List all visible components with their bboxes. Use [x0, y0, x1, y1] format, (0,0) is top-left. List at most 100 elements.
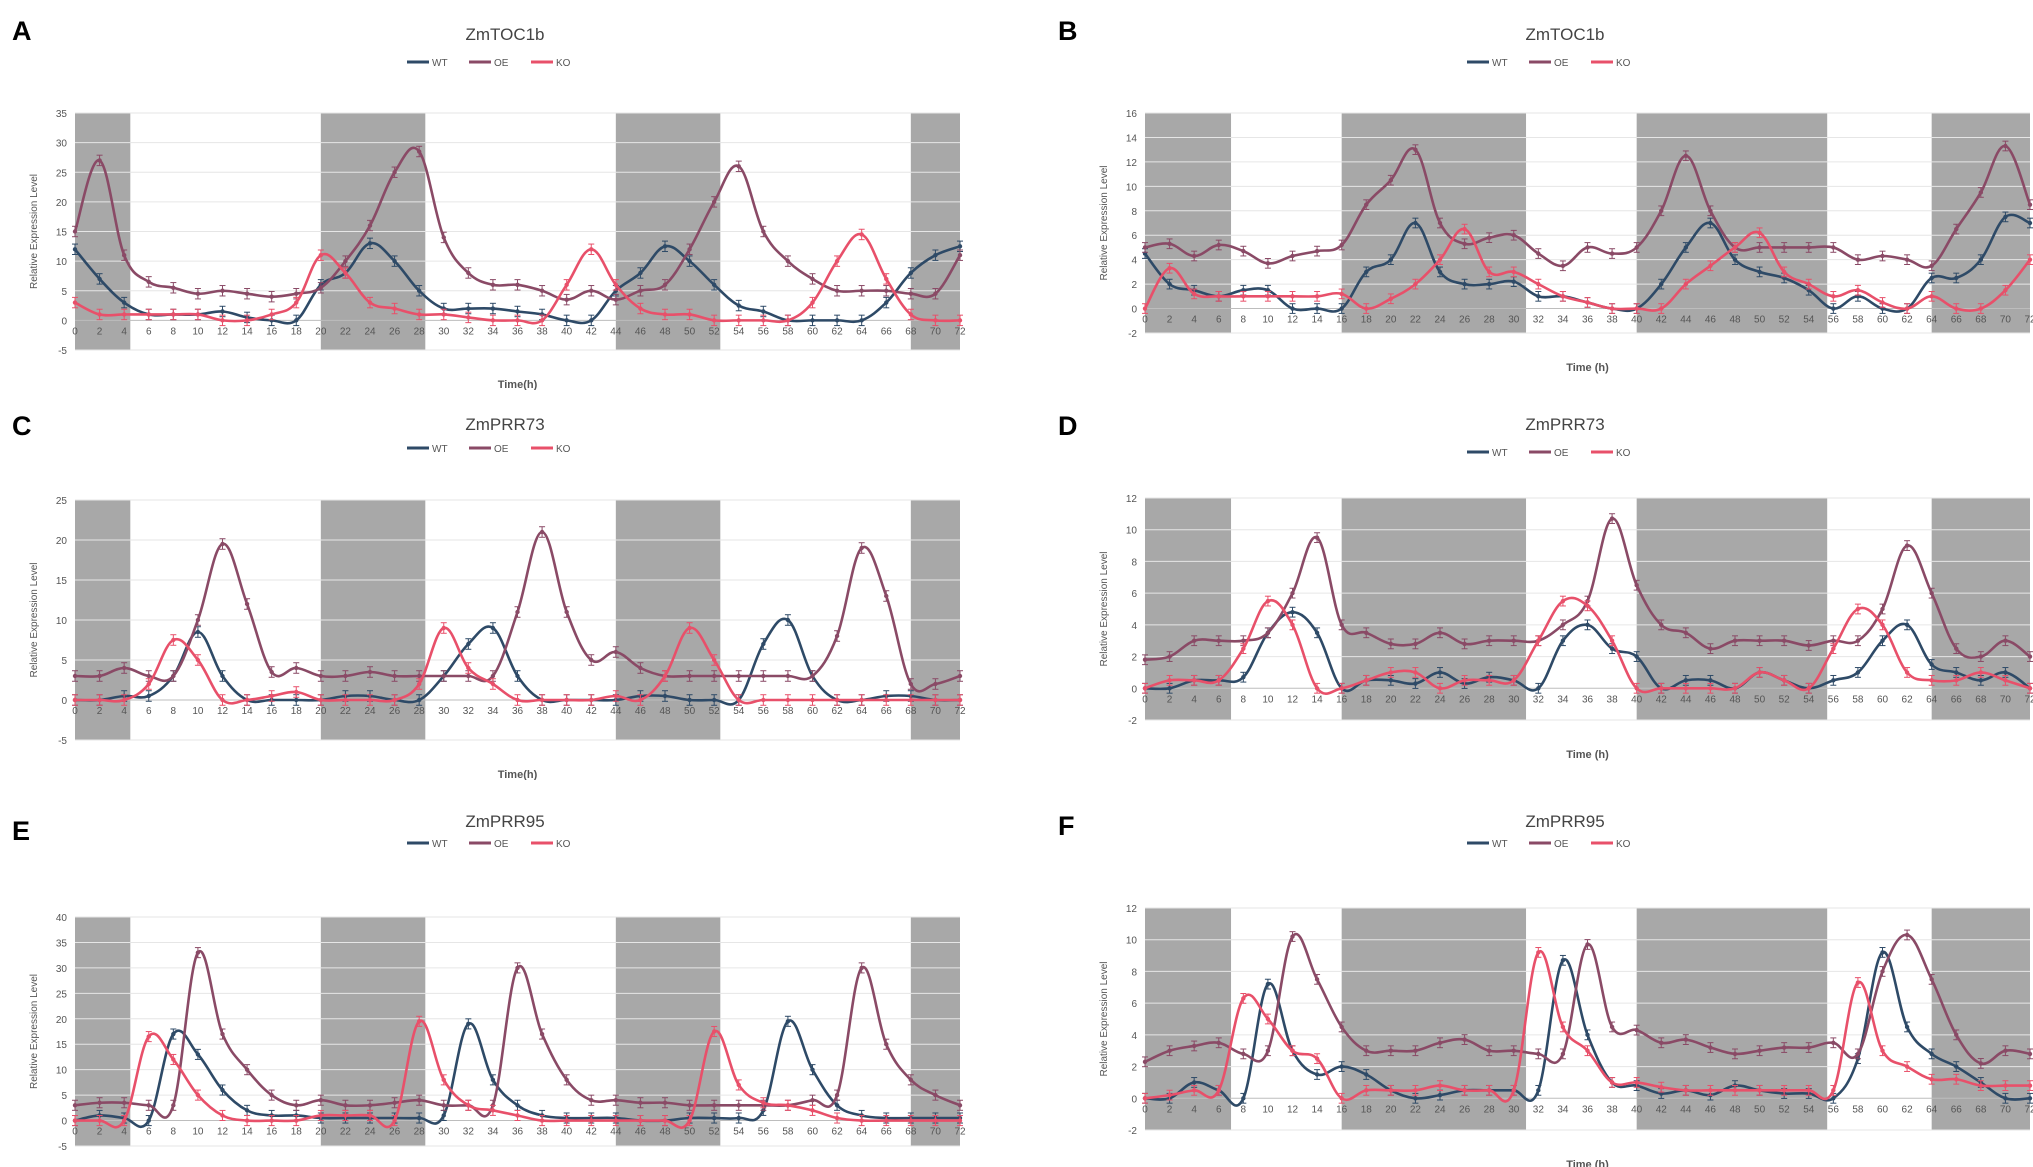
- x-tick-label: 24: [1434, 694, 1446, 705]
- x-tick-label: 50: [1754, 1104, 1766, 1115]
- data-point: [1437, 257, 1443, 262]
- y-tick-label: 12: [1126, 494, 1138, 505]
- data-point: [1757, 1048, 1762, 1053]
- data-point: [1585, 1048, 1590, 1053]
- x-tick-label: 64: [856, 706, 868, 717]
- data-point: [146, 279, 151, 285]
- data-point: [957, 1103, 963, 1108]
- series-points-ko: [72, 228, 963, 327]
- data-point: [220, 1031, 225, 1037]
- x-tick-label: 18: [291, 326, 303, 337]
- data-point: [1560, 958, 1566, 963]
- data-point: [1855, 1051, 1861, 1057]
- data-point: [1511, 279, 1516, 284]
- x-tick-label: 6: [146, 706, 152, 717]
- x-tick-label: 38: [537, 706, 549, 717]
- data-point: [1732, 1088, 1738, 1093]
- x-tick-label: 60: [1877, 315, 1889, 326]
- data-point: [416, 1019, 422, 1024]
- series-points-oe: [72, 145, 963, 306]
- data-point: [2027, 257, 2033, 262]
- x-tick-label: 2: [1167, 1104, 1173, 1115]
- x-tick-label: 24: [1434, 1104, 1446, 1115]
- data-point: [933, 318, 938, 323]
- data-point: [1241, 674, 1246, 680]
- x-tick-label: 32: [463, 706, 475, 717]
- legend-label-wt: WT: [1492, 448, 1508, 459]
- data-point: [1585, 1032, 1590, 1038]
- data-point: [1413, 281, 1418, 287]
- data-point: [613, 649, 619, 655]
- data-point: [785, 617, 791, 623]
- x-tick-label: 10: [192, 1127, 204, 1138]
- data-point: [613, 1098, 619, 1103]
- data-point: [638, 288, 643, 293]
- data-point: [1831, 294, 1836, 299]
- data-point: [539, 529, 545, 535]
- x-tick-label: 34: [487, 706, 499, 717]
- data-point: [1880, 1048, 1885, 1053]
- y-tick-label: 10: [1126, 182, 1138, 193]
- x-tick-label: 6: [1216, 694, 1222, 705]
- data-point: [2003, 1096, 2008, 1101]
- data-point: [244, 601, 250, 607]
- data-point: [1978, 1061, 1984, 1066]
- data-point: [761, 309, 766, 314]
- legend-label-oe: OE: [494, 839, 509, 850]
- data-point: [1855, 670, 1861, 675]
- data-point: [343, 270, 348, 276]
- data-point: [1511, 269, 1516, 275]
- legend-label-wt: WT: [1492, 58, 1508, 69]
- data-point: [515, 673, 520, 679]
- x-tick-label: 68: [905, 1127, 917, 1138]
- data-point: [244, 697, 250, 703]
- data-point: [1954, 226, 1959, 232]
- data-point: [1314, 977, 1320, 982]
- data-point: [294, 318, 299, 323]
- data-point: [1339, 242, 1344, 248]
- data-point: [1831, 678, 1836, 683]
- data-point: [1781, 245, 1787, 250]
- data-point: [1659, 1040, 1664, 1045]
- x-tick-label: 42: [586, 706, 598, 717]
- data-point: [834, 633, 840, 639]
- x-tick-label: 16: [1336, 1104, 1348, 1115]
- data-point: [490, 1077, 496, 1083]
- data-point: [318, 253, 324, 258]
- y-tick-label: 10: [1126, 526, 1138, 537]
- data-point: [933, 681, 938, 687]
- data-point: [2027, 220, 2033, 226]
- data-point: [1536, 686, 1541, 691]
- x-tick-label: 4: [1191, 315, 1197, 326]
- x-tick-label: 52: [709, 1127, 721, 1138]
- data-point: [1880, 253, 1885, 259]
- data-point: [539, 288, 545, 293]
- data-point: [171, 1057, 176, 1062]
- x-tick-label: 30: [438, 1127, 450, 1138]
- data-point: [1806, 686, 1811, 691]
- data-point: [1339, 622, 1344, 628]
- x-tick-label: 64: [1926, 315, 1938, 326]
- x-tick-label: 58: [1852, 315, 1864, 326]
- x-tick-label: 46: [1705, 694, 1717, 705]
- data-point: [884, 593, 889, 599]
- x-tick-label: 6: [146, 1127, 152, 1138]
- data-point: [810, 300, 815, 305]
- y-tick-label: 4: [1131, 1031, 1137, 1042]
- y-tick-label: 12: [1126, 904, 1138, 915]
- data-point: [1855, 288, 1861, 293]
- x-tick-label: 30: [1508, 1104, 1520, 1115]
- data-point: [466, 673, 471, 679]
- data-point: [121, 1118, 127, 1123]
- x-tick-label: 10: [1262, 1104, 1274, 1115]
- legend-label-ko: KO: [1616, 448, 1631, 459]
- data-point: [392, 1100, 397, 1105]
- data-point: [367, 1113, 373, 1118]
- data-point: [146, 1103, 151, 1108]
- data-point: [1560, 622, 1566, 628]
- data-point: [220, 1113, 225, 1118]
- data-point: [1855, 980, 1861, 985]
- data-point: [1462, 641, 1467, 647]
- x-tick-label: 6: [1216, 1104, 1222, 1115]
- x-tick-label: 38: [1607, 1104, 1619, 1115]
